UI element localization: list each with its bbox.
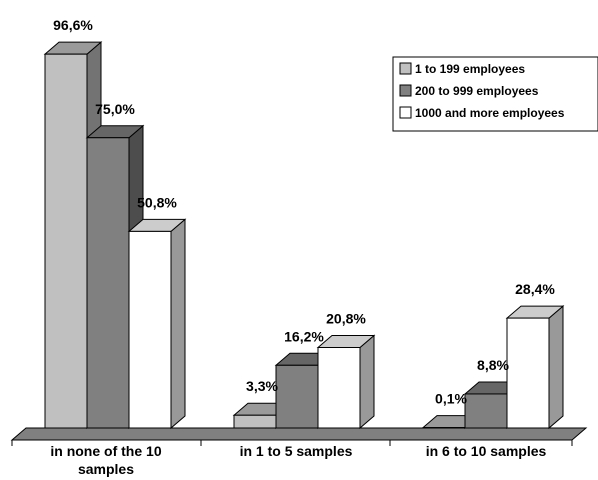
value-label: 0,1% <box>435 391 467 407</box>
category-label: in 6 to 10 samples <box>426 443 547 459</box>
category-labels: in none of the 10 samples in 1 to 5 sample… <box>50 443 546 477</box>
value-label: 8,8% <box>477 357 509 373</box>
value-label: 20,8% <box>326 311 366 327</box>
category-label: in 1 to 5 samples <box>240 443 353 459</box>
bars-layer <box>43 41 565 430</box>
value-label: 3,3% <box>246 378 278 394</box>
floor-platform <box>10 427 588 441</box>
legend-swatch <box>399 62 412 75</box>
bar-side <box>359 334 375 430</box>
bar-3-2 <box>316 334 376 430</box>
bar-front <box>464 393 508 429</box>
legend-swatch <box>399 106 412 119</box>
value-label: 16,2% <box>284 328 324 344</box>
legend-label: 1000 and more employees <box>415 106 565 120</box>
legend: 1 to 199 employees 200 to 999 employees 10… <box>392 56 598 132</box>
legend-box <box>392 56 598 132</box>
bar-side <box>548 305 564 430</box>
legend-swatch <box>399 84 412 97</box>
value-label: 75,0% <box>95 101 135 117</box>
bar-front <box>233 414 277 429</box>
chart-floor <box>10 427 588 446</box>
bar-front <box>86 137 130 429</box>
legend-label: 200 to 999 employees <box>415 84 539 98</box>
bar-front <box>128 230 172 429</box>
value-label: 50,8% <box>137 194 177 210</box>
bar-front <box>44 53 88 429</box>
bar-front <box>317 347 361 429</box>
legend-label: 1 to 199 employees <box>415 62 525 76</box>
bar-front <box>506 317 550 429</box>
bar-3-1 <box>127 218 187 430</box>
value-label: 96,6% <box>53 17 93 33</box>
category-label: in none of the 10 samples <box>50 443 161 477</box>
bar-3-3 <box>505 305 565 430</box>
bar-front <box>275 364 319 429</box>
value-label: 28,4% <box>515 281 555 297</box>
bar-side <box>170 218 186 430</box>
value-labels: 96,6% 75,0% 50,8% 3,3% 16,2%20,8% 0,1% 8,8% 28,… <box>53 17 555 406</box>
